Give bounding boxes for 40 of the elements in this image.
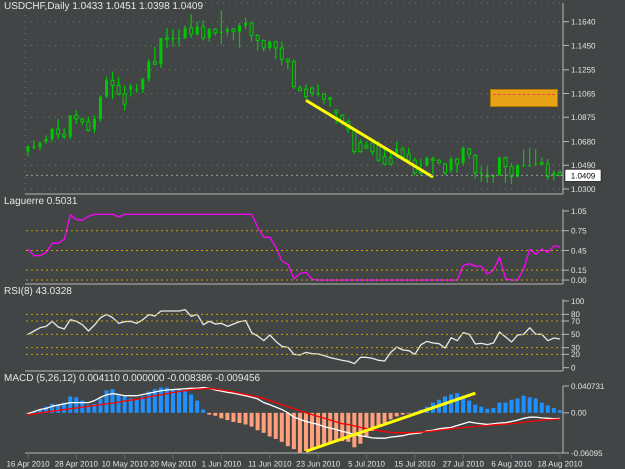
y-tick-label: 30 [571,344,580,353]
y-tick-label: 1.0300 [571,184,596,194]
x-tick-label: 18 Aug 2010 [538,460,583,469]
y-tick-label: 0.00 [571,276,588,285]
chart-title: Laguerre 0.5031 [4,196,78,207]
x-tick-label: 20 May 2010 [150,460,197,469]
x-tick-label: 15 Jul 2010 [394,460,436,469]
chart-title: USDCHF,Daily 1.0433 1.0451 1.0398 1.0409 [4,1,204,12]
y-tick-label: 100 [571,296,585,306]
y-tick-label: 1.0680 [571,137,596,146]
y-tick-label: 70 [571,316,580,326]
y-tick-label: 1.1255 [571,66,596,75]
y-tick-label: 1.0490 [571,161,596,170]
y-tick-label: 1.1065 [571,89,596,98]
y-tick-label: 0 [571,364,576,373]
x-tick-label: 27 Jul 2010 [442,460,484,469]
y-tick-label: 50 [571,330,580,340]
y-tick-label: -0.06095 [571,448,604,458]
x-tick-label: 6 Aug 2010 [491,460,532,469]
chart-title: RSI(8) 43.0328 [4,286,72,297]
x-tick-label: 16 Apr 2010 [6,460,50,469]
y-tick-label: 0.00 [571,408,588,418]
y-tick-label: 1.0875 [571,113,596,122]
x-tick-label: 1 Jun 2010 [202,460,242,469]
ref-line-label: 1.0409 [570,171,596,180]
y-tick-label: 80 [571,310,580,320]
x-tick-label: 23 Jun 2010 [296,460,341,469]
chart-title: MACD (5,26,12) 0.004110 0.000000 -0.008386 -0.009456 [4,373,260,384]
y-tick-label: 0.45 [571,246,588,256]
x-tick-label: 28 Apr 2010 [54,460,99,469]
y-tick-label: 1.1640 [571,18,596,27]
y-tick-label: 0.15 [571,266,588,276]
x-tick-label: 10 May 2010 [102,460,148,469]
y-tick-label: 1.1450 [571,41,596,50]
x-tick-label: 5 Jul 2010 [348,460,386,469]
y-tick-label: 1.05 [571,206,588,216]
y-tick-label: 0.040731 [571,382,605,391]
x-tick-label: 11 Jun 2010 [248,460,292,469]
y-tick-label: 20 [571,350,580,360]
y-tick-label: 0.75 [571,226,588,236]
